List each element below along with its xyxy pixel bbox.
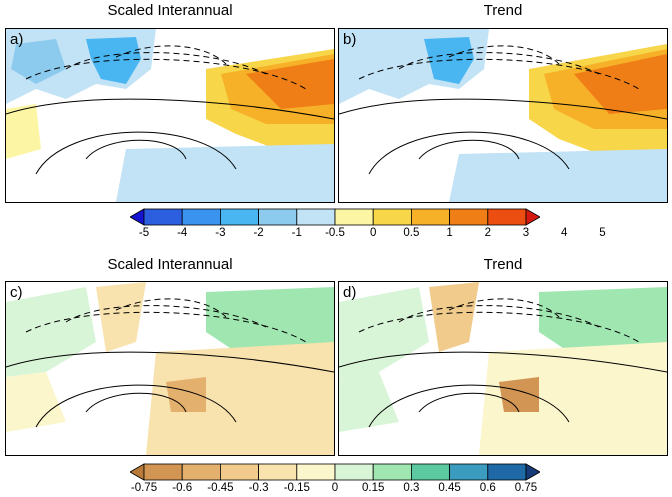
precip-map-c <box>6 282 334 455</box>
colorbar-segment <box>487 463 527 481</box>
panel-label-a: a) <box>10 31 24 48</box>
colorbar-temperature: -5 -4 -3 -2 -1 -0.5 0 0.5 1 2 3 4 5 <box>130 208 606 248</box>
colorbar-tick-label: -0.3 <box>248 482 269 494</box>
colorbar-segment <box>143 463 183 481</box>
colorbar-tick-label: 0.15 <box>361 482 385 494</box>
map-panel-c: c) <box>5 281 335 456</box>
colorbar-segment <box>449 463 489 481</box>
panel-title-d: Trend <box>483 256 523 273</box>
panel-label-b: b) <box>343 31 357 48</box>
colorbar-tick-label: -4 <box>177 227 188 239</box>
colorbar-svg <box>130 463 540 481</box>
colorbar-tick-label: 0.45 <box>438 482 461 494</box>
colorbar-segment <box>372 208 412 226</box>
colorbar-segment <box>487 208 527 226</box>
map-panel-d: d) <box>338 281 668 456</box>
colorbar-tick-label: -0.45 <box>207 482 234 494</box>
colorbar-tick-label: -2 <box>253 227 264 239</box>
colorbar-precip: -0.75 -0.6 -0.45 -0.3 -0.15 0 0.15 0.3 0.45 0.6 0.… <box>130 463 540 497</box>
colorbar-tick-label: 0.75 <box>514 482 538 494</box>
colorbar-segment <box>130 463 145 481</box>
colorbar-segment <box>296 208 336 226</box>
colorbar-tick-label: -0.5 <box>325 227 345 239</box>
colorbar-segment <box>449 208 489 226</box>
colorbar-segment <box>410 463 450 481</box>
colorbar-tick-label: 5 <box>599 227 606 239</box>
panel-label-d: d) <box>343 284 357 301</box>
colorbar-tick-label: 3 <box>522 227 530 239</box>
colorbar-segment <box>220 208 260 226</box>
colorbar-tick-label: -3 <box>215 227 226 239</box>
colorbar-tick-label: 2 <box>484 227 491 239</box>
colorbar-tick-label: 0.5 <box>403 227 420 239</box>
colorbar-tick-label: 0 <box>331 482 339 494</box>
colorbar-segment <box>258 208 298 226</box>
map-panel-b: b) <box>338 28 668 203</box>
colorbar-segment <box>334 463 374 481</box>
colorbar-segment <box>143 208 183 226</box>
colorbar-tick-label: -5 <box>138 227 150 239</box>
colorbar-tick-label: 0.3 <box>403 482 420 494</box>
panel-title-c: Scaled Interannual <box>107 256 233 273</box>
colorbar-svg <box>130 208 540 226</box>
colorbar-tick-label: 0 <box>369 227 377 239</box>
colorbar-segment <box>258 463 298 481</box>
temperature-map-b <box>339 29 667 202</box>
precip-map-d <box>339 282 667 455</box>
colorbar-segment <box>525 463 540 481</box>
colorbar-tick-label: 0.6 <box>479 482 496 494</box>
colorbar-segment <box>181 463 221 481</box>
colorbar-segment <box>410 208 450 226</box>
colorbar-segment <box>372 463 412 481</box>
colorbar-tick-label: 4 <box>560 227 568 239</box>
map-panel-a: a) <box>5 28 335 203</box>
colorbar-tick-label: 1 <box>446 227 453 239</box>
colorbar-tick-label: -0.6 <box>172 482 193 494</box>
panel-title-a: Scaled Interannual <box>107 2 233 19</box>
colorbar-segment <box>334 208 374 226</box>
colorbar-segment <box>220 463 260 481</box>
panel-title-b: Trend <box>483 2 523 19</box>
panel-label-c: c) <box>10 284 23 301</box>
colorbar-tick-label: -1 <box>291 227 302 239</box>
colorbar-segment <box>130 208 145 226</box>
colorbar-segment <box>296 463 336 481</box>
colorbar-segment <box>525 208 540 226</box>
colorbar-segment <box>181 208 221 226</box>
colorbar-tick-label: -0.75 <box>130 482 158 494</box>
colorbar-tick-label: -0.15 <box>283 482 310 494</box>
temperature-map-a <box>6 29 334 202</box>
